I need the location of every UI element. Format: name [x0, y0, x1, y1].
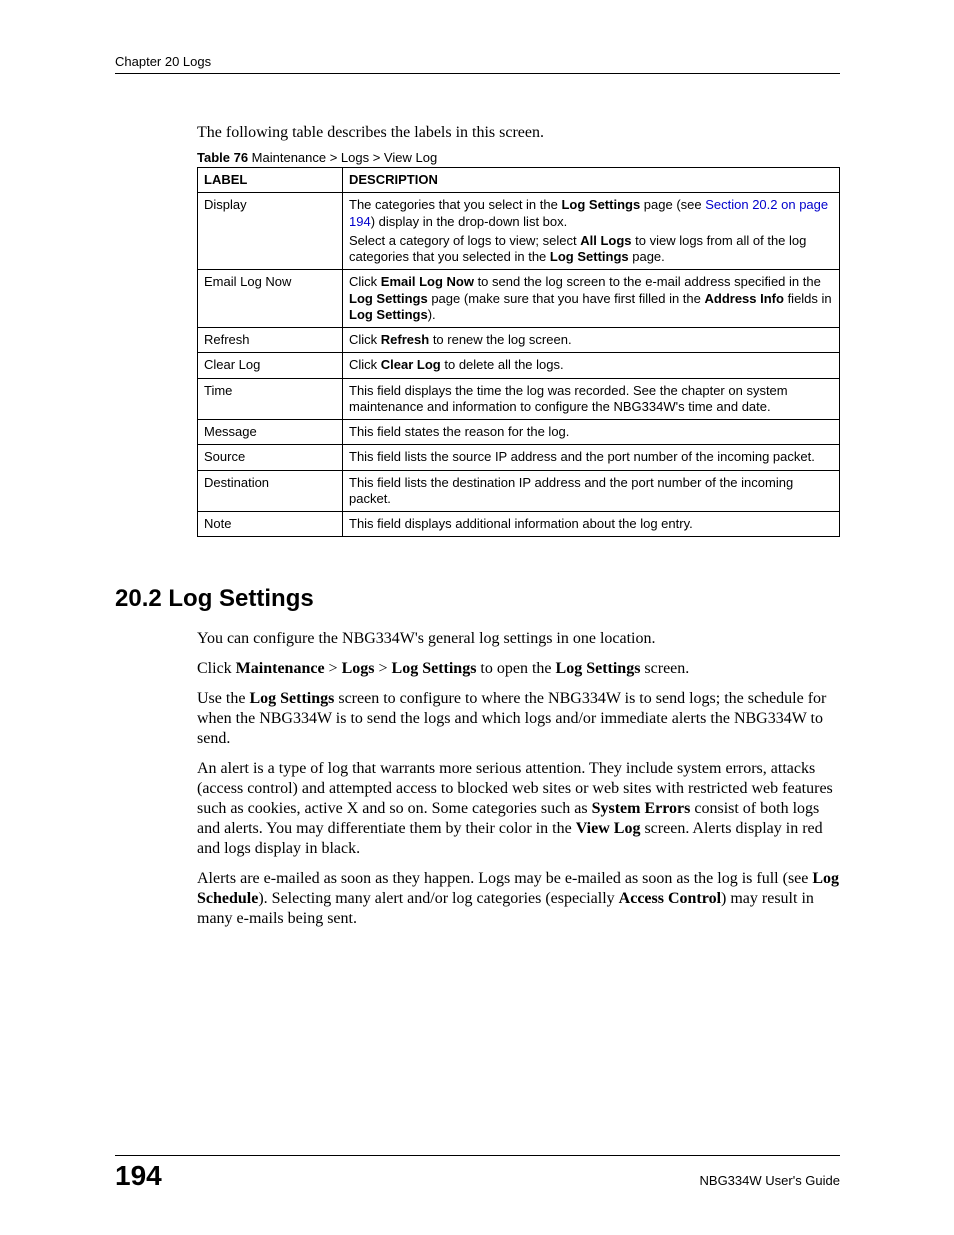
section-heading: 20.2 Log Settings	[115, 585, 840, 613]
description-paragraph: This field lists the destination IP addr…	[349, 475, 833, 508]
col-header-description: DESCRIPTION	[343, 168, 840, 193]
body-paragraph: Alerts are e-mailed as soon as they happ…	[197, 869, 840, 929]
row-description: This field displays additional informati…	[343, 512, 840, 537]
description-paragraph: This field lists the source IP address a…	[349, 449, 833, 465]
row-description: Click Clear Log to delete all the logs.	[343, 353, 840, 378]
row-description: This field lists the destination IP addr…	[343, 470, 840, 512]
row-description: This field lists the source IP address a…	[343, 445, 840, 470]
table-header-row: LABEL DESCRIPTION	[198, 168, 840, 193]
table-row: Message This field states the reason for …	[198, 420, 840, 445]
description-paragraph: This field displays the time the log was…	[349, 383, 833, 416]
row-description: This field states the reason for the log…	[343, 420, 840, 445]
row-label: Note	[198, 512, 343, 537]
col-header-label: LABEL	[198, 168, 343, 193]
table-caption-title: Maintenance > Logs > View Log	[248, 150, 437, 165]
body-paragraph: You can configure the NBG334W's general …	[197, 629, 840, 649]
row-label: Display	[198, 193, 343, 270]
description-paragraph: Click Refresh to renew the log screen.	[349, 332, 833, 348]
intro-text: The following table describes the labels…	[197, 124, 840, 142]
section-body: You can configure the NBG334W's general …	[197, 629, 840, 929]
table-caption-number: Table 76	[197, 150, 248, 165]
body-paragraph: Use the Log Settings screen to configure…	[197, 689, 840, 749]
table-row: Note This field displays additional infor…	[198, 512, 840, 537]
table-row: TimeThis field displays the time the log…	[198, 378, 840, 420]
row-label: Source	[198, 445, 343, 470]
description-paragraph: Select a category of logs to view; selec…	[349, 233, 833, 266]
table-row: DestinationThis field lists the destinat…	[198, 470, 840, 512]
guide-name: NBG334W User's Guide	[700, 1173, 840, 1192]
row-label: Message	[198, 420, 343, 445]
row-description: Click Email Log Now to send the log scre…	[343, 270, 840, 328]
description-paragraph: Click Email Log Now to send the log scre…	[349, 274, 833, 323]
row-label: Refresh	[198, 328, 343, 353]
row-label: Destination	[198, 470, 343, 512]
description-table: LABEL DESCRIPTION DisplayThe categories …	[197, 167, 840, 537]
body-paragraph: An alert is a type of log that warrants …	[197, 759, 840, 859]
description-paragraph: This field states the reason for the log…	[349, 424, 833, 440]
table-row: Email Log NowClick Email Log Now to send…	[198, 270, 840, 328]
row-label: Clear Log	[198, 353, 343, 378]
row-description: This field displays the time the log was…	[343, 378, 840, 420]
running-header: Chapter 20 Logs	[115, 54, 840, 74]
page-footer: 194 NBG334W User's Guide	[115, 1155, 840, 1192]
table-row: Clear Log Click Clear Log to delete all t…	[198, 353, 840, 378]
row-description: The categories that you select in the Lo…	[343, 193, 840, 270]
body-paragraph: Click Maintenance > Logs > Log Settings …	[197, 659, 840, 679]
table-row: DisplayThe categories that you select in…	[198, 193, 840, 270]
description-paragraph: The categories that you select in the Lo…	[349, 197, 833, 230]
row-label: Time	[198, 378, 343, 420]
row-description: Click Refresh to renew the log screen.	[343, 328, 840, 353]
table-row: Refresh Click Refresh to renew the log sc…	[198, 328, 840, 353]
row-label: Email Log Now	[198, 270, 343, 328]
table-caption: Table 76 Maintenance > Logs > View Log	[197, 150, 840, 165]
description-paragraph: This field displays additional informati…	[349, 516, 833, 532]
page-number: 194	[115, 1160, 162, 1192]
table-row: Source This field lists the source IP add…	[198, 445, 840, 470]
description-paragraph: Click Clear Log to delete all the logs.	[349, 357, 833, 373]
